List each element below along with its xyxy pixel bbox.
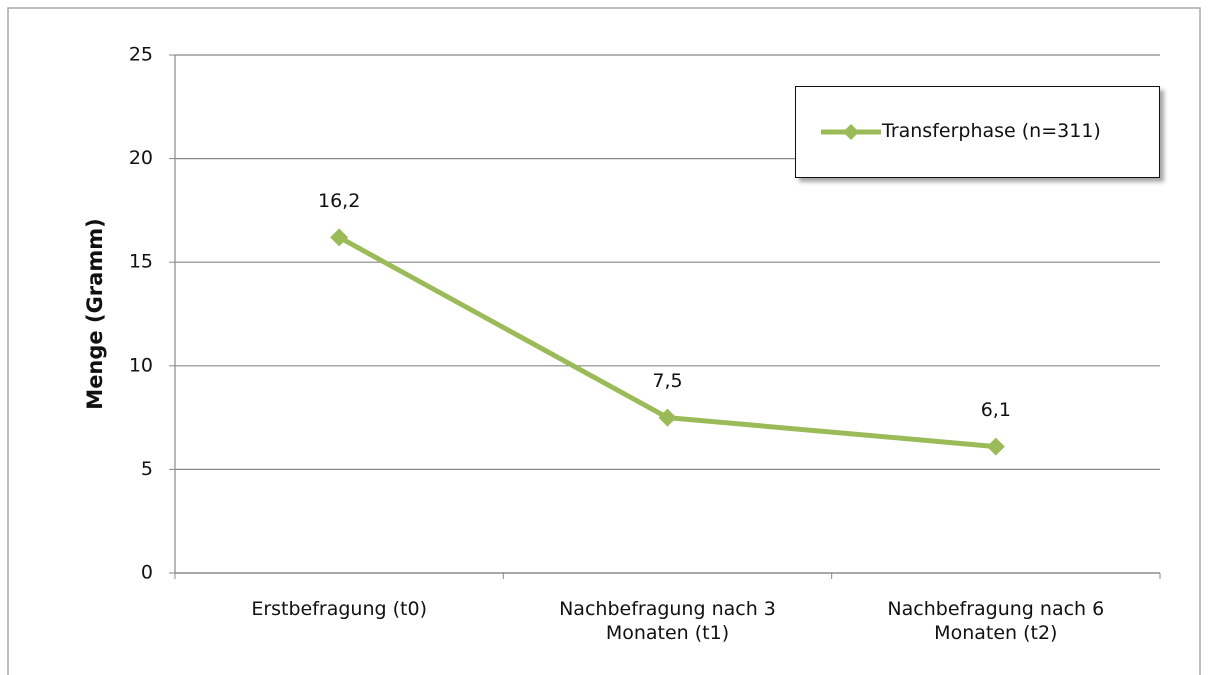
y-tick-label: 5 bbox=[141, 458, 153, 480]
legend-swatch bbox=[821, 124, 881, 140]
x-tick-label: Nachbefragung nach 3 Monaten (t1) bbox=[559, 598, 776, 644]
y-tick-label: 15 bbox=[129, 251, 153, 273]
x-tick-label: Erstbefragung (t0) bbox=[251, 598, 427, 620]
data-label: 7,5 bbox=[652, 370, 682, 392]
chart-frame bbox=[7, 7, 1201, 675]
data-label: 6,1 bbox=[981, 399, 1011, 421]
y-tick-label: 20 bbox=[129, 147, 153, 169]
legend-label: Transferphase (n=311) bbox=[882, 120, 1101, 142]
x-tick-label: Nachbefragung nach 6 Monaten (t2) bbox=[887, 598, 1105, 644]
marker bbox=[986, 437, 1005, 456]
legend-marker bbox=[843, 124, 859, 140]
y-tick-label: 0 bbox=[141, 562, 153, 584]
marker bbox=[658, 408, 677, 427]
legend: Transferphase (n=311) bbox=[795, 86, 1160, 178]
y-tick-label: 25 bbox=[129, 44, 153, 66]
y-tick-label: 10 bbox=[129, 354, 153, 376]
marker bbox=[330, 228, 349, 247]
y-axis-label: Menge (Gramm) bbox=[83, 218, 107, 409]
data-label: 16,2 bbox=[318, 190, 360, 212]
